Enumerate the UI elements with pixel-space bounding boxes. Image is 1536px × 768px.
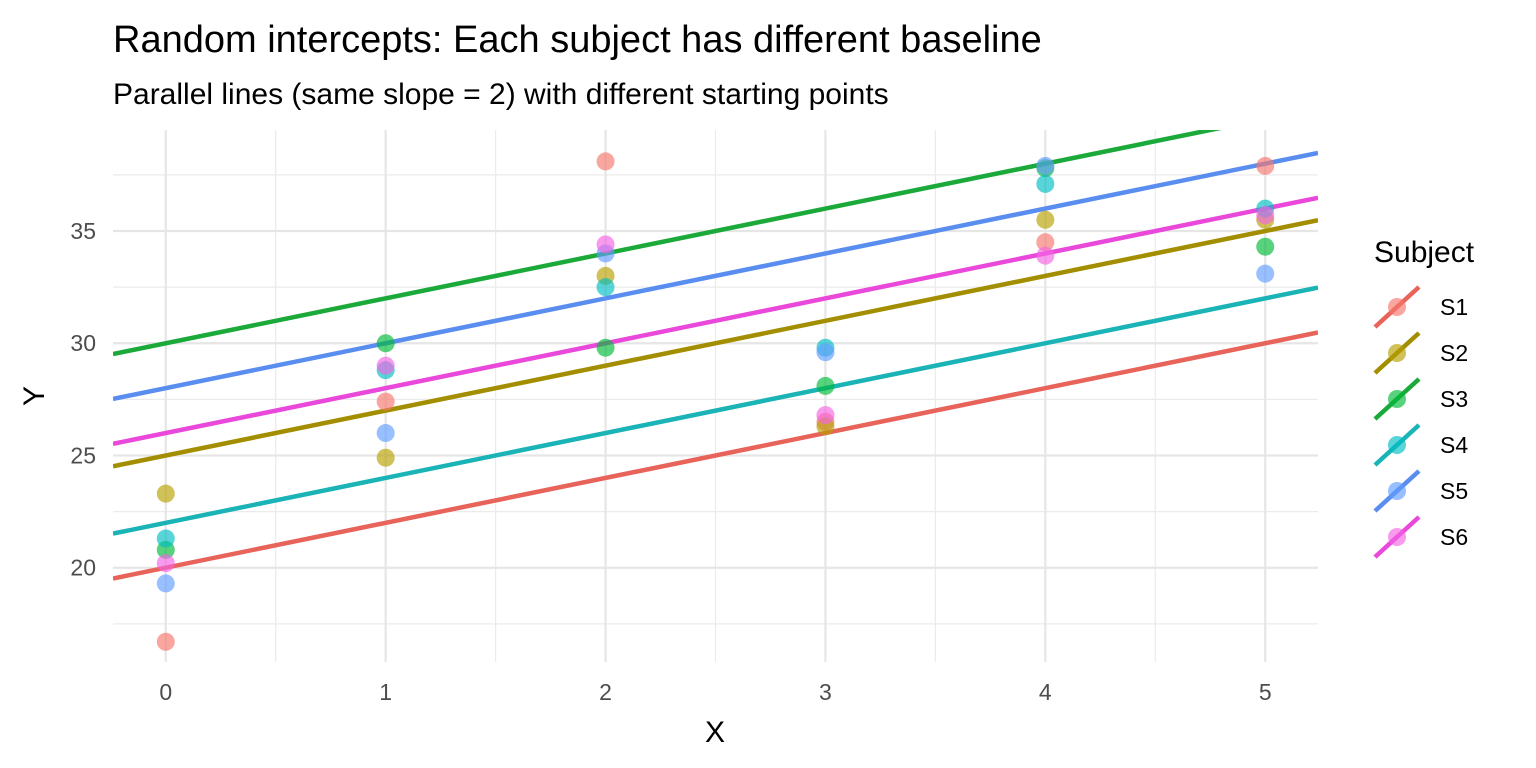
fit-lines: [113, 130, 1318, 581]
legend-label: S3: [1440, 386, 1468, 412]
grid-minor: [113, 130, 1318, 662]
data-point-s2: [1036, 210, 1055, 229]
legend-point-swatch: [1388, 298, 1406, 316]
data-point-s3: [376, 334, 395, 353]
x-tick-label: 3: [819, 679, 832, 705]
legend: Subject S1 S2 S3 S4 S5 S6: [1373, 236, 1475, 559]
fit-line-s3: [113, 130, 1222, 357]
legend-item-s3: S3: [1373, 377, 1468, 421]
data-point-s6: [376, 356, 395, 375]
data-point-s6: [1256, 206, 1275, 225]
legend-point-swatch: [1388, 344, 1406, 362]
data-point-s6: [156, 554, 175, 573]
fit-line-s2: [113, 218, 1318, 469]
legend-item-s6: S6: [1373, 515, 1468, 559]
data-point-s5: [376, 424, 395, 443]
data-point-s1: [596, 152, 615, 171]
legend-items: S1 S2 S3 S4 S5 S6: [1373, 285, 1468, 559]
x-tick-label: 0: [159, 679, 172, 705]
legend-item-s2: S2: [1373, 331, 1468, 375]
data-point-s2: [376, 448, 395, 467]
legend-item-s1: S1: [1373, 285, 1468, 329]
y-axis-ticks: 20 25 30 35: [70, 218, 96, 581]
legend-point-swatch: [1388, 482, 1406, 500]
legend-label: S5: [1440, 478, 1468, 504]
chart-subtitle: Parallel lines (same slope = 2) with dif…: [113, 78, 889, 111]
data-point-s3: [596, 338, 615, 357]
data-point-s1: [156, 632, 175, 651]
y-tick-label: 35: [70, 218, 96, 244]
data-point-s4: [156, 529, 175, 548]
legend-title: Subject: [1374, 236, 1475, 269]
data-point-s1: [1256, 156, 1275, 175]
legend-label: S6: [1440, 524, 1468, 550]
fit-line-s1: [113, 330, 1318, 581]
data-point-s6: [816, 406, 835, 425]
data-point-s6: [1036, 246, 1055, 265]
data-point-s6: [596, 235, 615, 254]
fit-line-s6: [113, 195, 1318, 447]
data-point-s5: [1256, 264, 1275, 283]
legend-label: S1: [1440, 294, 1468, 320]
x-axis-ticks: 0 1 2 3 4 5: [159, 679, 1271, 705]
plot-area: [113, 130, 1318, 662]
legend-point-swatch: [1388, 390, 1406, 408]
x-axis-title: X: [705, 716, 725, 749]
x-tick-label: 2: [599, 679, 612, 705]
data-point-s5: [156, 574, 175, 593]
data-point-s2: [156, 484, 175, 503]
legend-item-s5: S5: [1373, 469, 1468, 513]
x-tick-label: 4: [1039, 679, 1052, 705]
legend-label: S4: [1440, 432, 1468, 458]
y-axis-title: Y: [18, 386, 51, 406]
legend-item-s4: S4: [1373, 423, 1468, 467]
fit-line-s4: [113, 285, 1318, 536]
data-points: [156, 152, 1275, 651]
y-tick-label: 20: [70, 555, 96, 581]
data-point-s3: [1256, 237, 1275, 256]
data-point-s1: [376, 392, 395, 411]
data-point-s5: [816, 343, 835, 362]
data-point-s4: [1036, 174, 1055, 193]
fit-line-s5: [113, 150, 1318, 402]
legend-point-swatch: [1388, 528, 1406, 546]
x-tick-label: 5: [1259, 679, 1272, 705]
data-point-s1: [1036, 233, 1055, 252]
data-point-s3: [816, 376, 835, 395]
chart-title: Random intercepts: Each subject has diff…: [113, 19, 1042, 61]
data-point-s5: [1036, 156, 1055, 175]
legend-label: S2: [1440, 340, 1468, 366]
y-tick-label: 30: [70, 330, 96, 356]
x-tick-label: 1: [379, 679, 392, 705]
legend-point-swatch: [1388, 436, 1406, 454]
y-tick-label: 25: [70, 442, 96, 468]
data-point-s4: [596, 278, 615, 297]
